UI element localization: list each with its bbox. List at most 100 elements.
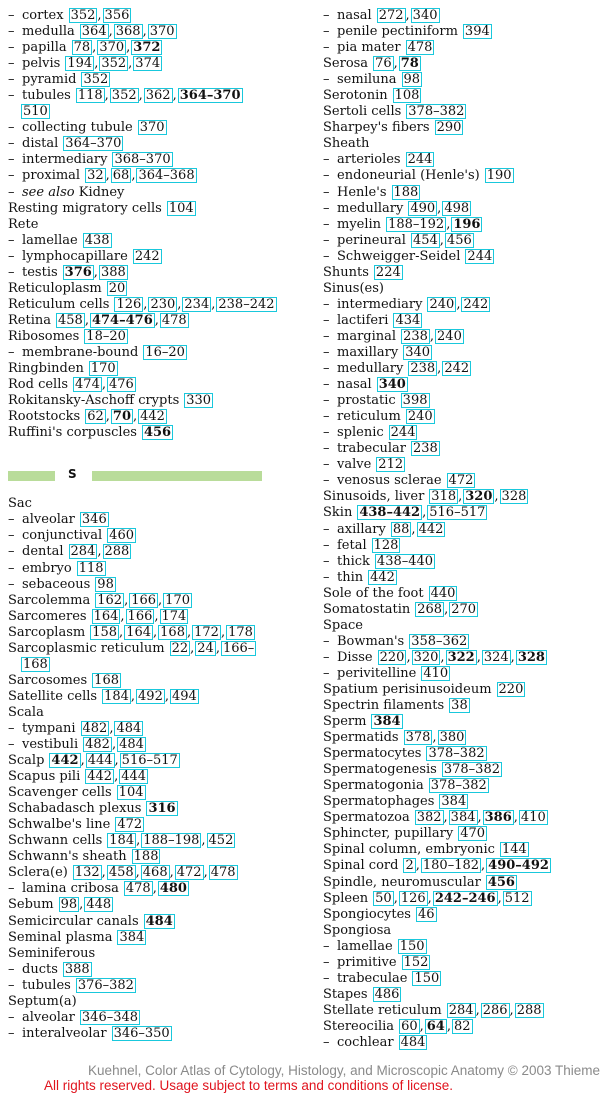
page-link[interactable]: 352 — [68, 8, 98, 23]
page-link[interactable]: 448 — [84, 897, 114, 913]
page-link[interactable]: 378–382 — [406, 104, 467, 120]
page-link[interactable]: 126 — [398, 890, 428, 906]
page-link[interactable]: 364 — [79, 24, 109, 40]
page-link[interactable]: 370 — [137, 120, 167, 136]
page-link[interactable]: 444 — [85, 753, 115, 769]
page-link[interactable]: 472 — [115, 817, 145, 833]
page-link[interactable]: 492 — [136, 688, 165, 704]
page-link[interactable]: 482 — [80, 720, 110, 736]
page-link[interactable]: 188–198 — [141, 833, 202, 849]
page-link[interactable]: 98 — [401, 72, 423, 88]
page-link[interactable]: 78 — [71, 40, 93, 56]
page-link[interactable]: 386 — [482, 810, 514, 826]
page-link[interactable]: 370 — [97, 40, 127, 56]
page-link[interactable]: 166– — [220, 640, 257, 656]
page-link[interactable]: 478 — [123, 881, 153, 897]
page-link[interactable]: 50 — [373, 890, 394, 906]
page-link[interactable]: 118 — [75, 88, 105, 104]
page-link[interactable]: 456 — [141, 425, 174, 441]
page-link[interactable]: 16–20 — [143, 344, 187, 360]
page-link[interactable]: 352 — [99, 56, 129, 72]
page-link[interactable]: 410 — [421, 665, 451, 681]
page-link[interactable]: 196 — [451, 216, 483, 232]
page-link[interactable]: 234 — [182, 296, 212, 312]
page-link[interactable]: 288 — [514, 1002, 544, 1018]
page-link[interactable]: 384 — [448, 810, 478, 826]
page-link[interactable]: 64 — [424, 1018, 447, 1034]
page-link[interactable]: 376 — [62, 264, 94, 280]
page-link[interactable]: 356 — [102, 8, 132, 23]
page-link[interactable]: 70 — [110, 409, 133, 425]
page-link[interactable]: 240 — [427, 296, 457, 312]
page-link[interactable]: 18–20 — [84, 328, 128, 344]
page-link[interactable]: 164 — [91, 608, 121, 624]
page-link[interactable]: 378–382 — [428, 778, 489, 794]
page-link[interactable]: 458 — [56, 312, 85, 328]
page-link[interactable]: 150 — [397, 938, 427, 954]
page-link[interactable]: 168 — [21, 656, 50, 672]
page-link[interactable]: 444 — [119, 769, 149, 785]
page-link[interactable]: 2 — [403, 858, 416, 874]
page-link[interactable]: 330 — [184, 393, 214, 409]
page-link[interactable]: 270 — [449, 601, 479, 617]
page-link[interactable]: 364–368 — [136, 168, 197, 184]
page-link[interactable]: 150 — [412, 970, 442, 986]
page-link[interactable]: 224 — [373, 264, 403, 280]
page-link[interactable]: 388 — [62, 961, 92, 977]
page-link[interactable]: 98 — [95, 576, 116, 592]
page-link[interactable]: 220 — [377, 649, 407, 665]
page-link[interactable]: 346 — [79, 512, 109, 528]
page-link[interactable]: 484 — [398, 1035, 428, 1050]
page-link[interactable]: 484 — [117, 737, 146, 753]
page-link[interactable]: 374 — [133, 56, 163, 72]
page-link[interactable]: 118 — [76, 560, 106, 576]
page-link[interactable]: 482 — [83, 737, 112, 753]
page-link[interactable]: 242 — [442, 361, 472, 377]
page-link[interactable]: 458 — [106, 865, 136, 881]
page-link[interactable]: 284 — [446, 1002, 476, 1018]
page-link[interactable]: 244 — [388, 425, 418, 441]
page-link[interactable]: 442 — [368, 569, 397, 585]
page-link[interactable]: 188 — [131, 849, 161, 865]
page-link[interactable]: 324 — [481, 649, 511, 665]
page-link[interactable]: 240 — [405, 409, 435, 425]
page-link[interactable]: 388 — [98, 264, 128, 280]
page-link[interactable]: 368 — [113, 24, 143, 40]
page-link[interactable]: 456 — [444, 232, 474, 248]
page-link[interactable]: 516–517 — [427, 505, 488, 521]
page-link[interactable]: 240 — [435, 328, 464, 344]
page-link[interactable]: 442 — [85, 769, 115, 785]
page-link[interactable]: 152 — [401, 954, 431, 970]
page-link[interactable]: 286 — [480, 1002, 510, 1018]
page-link[interactable]: 440 — [428, 585, 458, 601]
page-link[interactable]: 194 — [65, 56, 95, 72]
page-link[interactable]: 438–440 — [374, 553, 436, 569]
page-link[interactable]: 384 — [117, 929, 147, 945]
page-link[interactable]: 456 — [485, 874, 517, 890]
page-link[interactable]: 242–246 — [432, 890, 498, 906]
page-link[interactable]: 20 — [106, 280, 128, 296]
page-link[interactable]: 164 — [124, 624, 154, 640]
page-link[interactable]: 320 — [463, 489, 495, 505]
page-link[interactable]: 238 — [408, 361, 438, 377]
page-link[interactable]: 284 — [68, 544, 98, 560]
page-link[interactable]: 352 — [81, 72, 111, 88]
page-link[interactable]: 62 — [85, 409, 106, 425]
page-link[interactable]: 328 — [499, 489, 529, 505]
page-link[interactable]: 230 — [148, 296, 178, 312]
page-link[interactable]: 190 — [484, 168, 514, 184]
page-link[interactable]: 454 — [410, 232, 440, 248]
page-link[interactable]: 470 — [458, 826, 488, 842]
page-link[interactable]: 384 — [371, 714, 403, 730]
page-link[interactable]: 438 — [82, 232, 112, 248]
page-link[interactable]: 108 — [392, 88, 422, 104]
page-link[interactable]: 242 — [132, 248, 162, 264]
page-link[interactable]: 170 — [88, 361, 118, 377]
page-link[interactable]: 38 — [449, 698, 470, 714]
page-link[interactable]: 76 — [373, 56, 394, 72]
page-link[interactable]: 328 — [515, 649, 547, 665]
page-link[interactable]: 380 — [437, 730, 467, 746]
page-link[interactable]: 144 — [499, 842, 529, 858]
page-link[interactable]: 364–370 — [177, 88, 243, 104]
page-link[interactable]: 378–382 — [426, 746, 487, 762]
